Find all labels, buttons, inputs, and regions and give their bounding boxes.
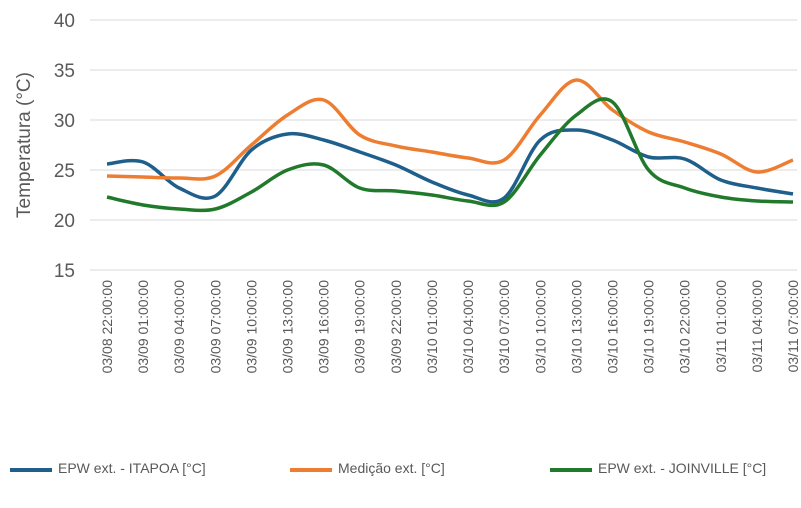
line-series xyxy=(106,97,794,213)
y-tick-label: 35 xyxy=(54,61,75,82)
x-tick-label: 03/09 16:00:00 xyxy=(316,280,332,374)
legend-swatch xyxy=(550,468,592,472)
x-tick-label: 03/10 13:00:00 xyxy=(568,280,584,374)
legend-item: EPW ext. - JOINVILLE [°C] xyxy=(550,460,766,476)
legend-label: EPW ext. - ITAPOA [°C] xyxy=(58,460,206,476)
y-tick-label: 25 xyxy=(54,161,75,182)
legend-label: EPW ext. - JOINVILLE [°C] xyxy=(598,460,767,476)
x-tick-label: 03/11 01:00:00 xyxy=(713,280,729,373)
legend-item: EPW ext. - ITAPOA [°C] xyxy=(10,460,206,476)
x-tick-label: 03/11 07:00:00 xyxy=(785,280,801,373)
x-tick-label: 03/10 10:00:00 xyxy=(532,280,548,374)
x-tick-label: 03/09 01:00:00 xyxy=(135,280,151,374)
x-tick-label: 03/11 04:00:00 xyxy=(749,280,765,373)
legend-item: Medição ext. [°C] xyxy=(290,460,445,476)
x-tick-label: 03/10 04:00:00 xyxy=(460,280,476,374)
legend-label: Medição ext. [°C] xyxy=(338,460,445,476)
x-tick-label: 03/10 01:00:00 xyxy=(424,280,440,374)
x-tick-label: 03/08 22:00:00 xyxy=(99,280,115,374)
y-tick-label: 15 xyxy=(54,261,75,282)
x-tick-label: 03/10 19:00:00 xyxy=(641,280,657,374)
y-tick-label: 40 xyxy=(54,11,75,32)
y-tick-label: 30 xyxy=(54,111,75,132)
x-tick-label: 03/10 16:00:00 xyxy=(604,280,620,374)
plot: Temperatura (°C) 15 20 25 30 35 40 03/08 22:00… xyxy=(14,11,801,374)
legend-swatch xyxy=(290,468,332,472)
x-tick-label: 03/10 22:00:00 xyxy=(677,280,693,374)
x-tick-label: 03/10 07:00:00 xyxy=(496,280,512,374)
x-tick-label: 03/09 22:00:00 xyxy=(388,280,404,374)
x-tick-label: 03/09 13:00:00 xyxy=(280,280,296,374)
line-series xyxy=(106,78,794,181)
x-tick-label: 03/09 04:00:00 xyxy=(171,280,187,374)
x-tick-label: 03/09 10:00:00 xyxy=(243,280,259,374)
x-tick-label: 03/09 19:00:00 xyxy=(352,280,368,374)
y-tick-label: 20 xyxy=(54,211,75,232)
legend-swatch xyxy=(10,468,52,472)
line-series xyxy=(106,128,794,204)
x-tick-label: 03/09 07:00:00 xyxy=(207,280,223,374)
y-axis-title: Temperatura (°C) xyxy=(14,72,35,218)
